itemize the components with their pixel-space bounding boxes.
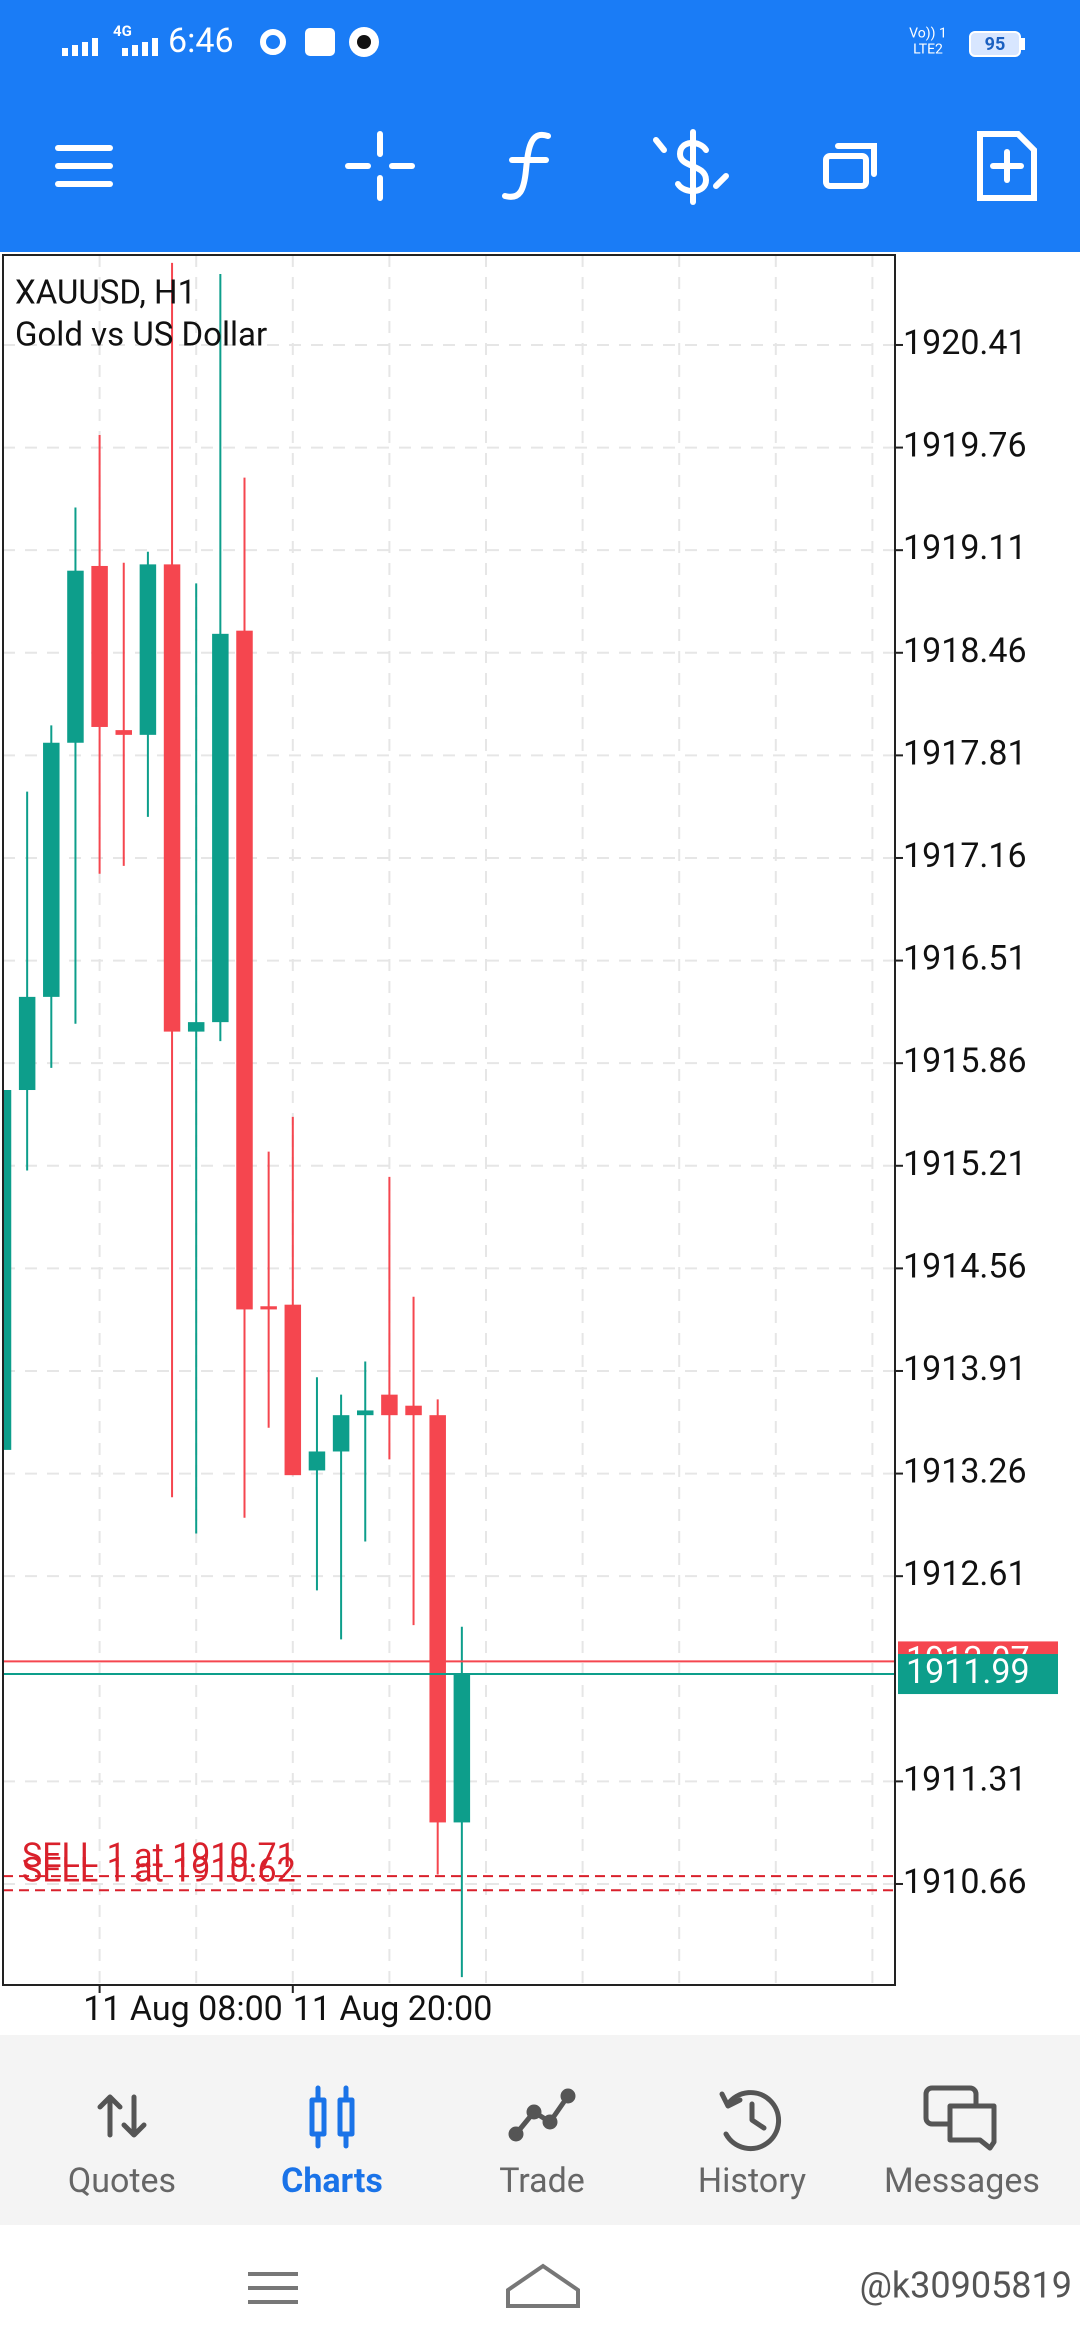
nav-home-button[interactable] bbox=[506, 2263, 580, 2308]
crosshair-button[interactable] bbox=[345, 131, 415, 201]
order-label: SELL 1 at 1910.71 bbox=[22, 1836, 296, 1876]
network-label: 4G bbox=[113, 22, 132, 40]
shop-icon bbox=[305, 28, 335, 56]
new-order-button[interactable] bbox=[977, 131, 1037, 201]
candle-body bbox=[43, 742, 60, 997]
messages-icon bbox=[923, 2085, 997, 2151]
y-tick-label: 1915.21 bbox=[903, 1144, 1027, 1184]
candle-body bbox=[212, 633, 229, 1023]
candle-body bbox=[163, 564, 181, 1032]
candle-body bbox=[67, 570, 84, 743]
plot-border bbox=[2, 254, 896, 1986]
candle-body bbox=[429, 1415, 446, 1823]
tab-label: Charts bbox=[281, 2161, 383, 2201]
tab-label: Messages bbox=[884, 2161, 1040, 2201]
candle-body bbox=[405, 1405, 422, 1416]
tab-label: History bbox=[698, 2161, 806, 2201]
trade-button[interactable] bbox=[653, 129, 729, 205]
chart-background bbox=[0, 252, 1080, 2035]
candle-body bbox=[357, 1410, 374, 1416]
nav-menu-button[interactable] bbox=[248, 2272, 298, 2304]
candle-body bbox=[3, 1090, 12, 1450]
candle-body bbox=[332, 1415, 350, 1452]
history-icon bbox=[719, 2090, 782, 2152]
watermark: @k30905819 bbox=[860, 2265, 1072, 2307]
signal-icon bbox=[62, 38, 158, 56]
bid-label: 1911.99 bbox=[906, 1652, 1030, 1692]
y-tick-label: 1917.16 bbox=[903, 836, 1027, 876]
bid-label-box bbox=[898, 1654, 1058, 1695]
menu-button[interactable] bbox=[55, 145, 113, 187]
y-tick-label: 1915.86 bbox=[903, 1041, 1027, 1081]
y-tick-label: 1918.46 bbox=[903, 631, 1027, 671]
app-icon-dot bbox=[357, 35, 371, 49]
quotes-icon bbox=[97, 2094, 147, 2138]
y-tick-label: 1919.11 bbox=[903, 528, 1027, 568]
candle-body bbox=[308, 1451, 326, 1471]
battery bbox=[969, 31, 1021, 57]
y-tick-label: 1917.81 bbox=[903, 733, 1027, 773]
chart-description: Gold vs US Dollar bbox=[15, 316, 267, 355]
y-tick-label: 1912.61 bbox=[903, 1554, 1027, 1594]
y-tick-label: 1916.51 bbox=[903, 939, 1027, 979]
chart: 1920.41 1919.76 1919.11 1918.46 1917.81 1917.… bbox=[2, 255, 1027, 2029]
battery-level: 95 bbox=[985, 34, 1006, 55]
candle-body bbox=[381, 1394, 398, 1416]
candle-body bbox=[236, 630, 253, 1310]
x-tick-label: 11 Aug 08:00 bbox=[83, 1989, 283, 2029]
y-tick-label: 1913.91 bbox=[903, 1349, 1027, 1389]
tab-label: Quotes bbox=[68, 2161, 176, 2201]
header bbox=[0, 0, 1080, 252]
settings-icon bbox=[260, 29, 286, 55]
y-tick-label: 1914.56 bbox=[903, 1246, 1027, 1286]
tab-label: Trade bbox=[499, 2161, 585, 2201]
chart-symbol: XAUUSD, H1 bbox=[15, 274, 196, 313]
y-tick-label: 1910.66 bbox=[903, 1862, 1027, 1902]
trade-icon bbox=[508, 2088, 576, 2142]
candle-body bbox=[91, 565, 108, 727]
carrier-label: LTE2 bbox=[913, 42, 943, 58]
clock: 6:46 bbox=[168, 21, 234, 61]
tab-bar bbox=[0, 2035, 1080, 2225]
windows-button[interactable] bbox=[823, 143, 877, 189]
y-tick-label: 1913.26 bbox=[903, 1452, 1027, 1492]
y-tick-label: 1920.41 bbox=[903, 323, 1027, 363]
tabs: Quotes Charts Trade History Messages bbox=[68, 2161, 1040, 2201]
order-label: SELL 1 at 1910.62 bbox=[22, 1850, 296, 1890]
y-tick-label: 1919.76 bbox=[903, 426, 1027, 466]
x-tick-label: 11 Aug 20:00 bbox=[293, 1989, 493, 2029]
candle-body bbox=[139, 564, 157, 735]
candle-body bbox=[260, 1306, 277, 1310]
indicators-button[interactable] bbox=[502, 131, 551, 200]
charts-icon bbox=[309, 2085, 355, 2149]
candle-body bbox=[453, 1674, 471, 1823]
battery-tip bbox=[1021, 38, 1025, 50]
candle-body bbox=[18, 996, 36, 1091]
y-tick-label: 1911.31 bbox=[903, 1759, 1027, 1799]
volte-label: Vo)) 1 bbox=[909, 26, 947, 42]
candle-body bbox=[187, 1022, 205, 1032]
nav-bar bbox=[0, 2225, 1080, 2340]
candle-body bbox=[115, 730, 132, 735]
candle-body bbox=[284, 1304, 302, 1476]
